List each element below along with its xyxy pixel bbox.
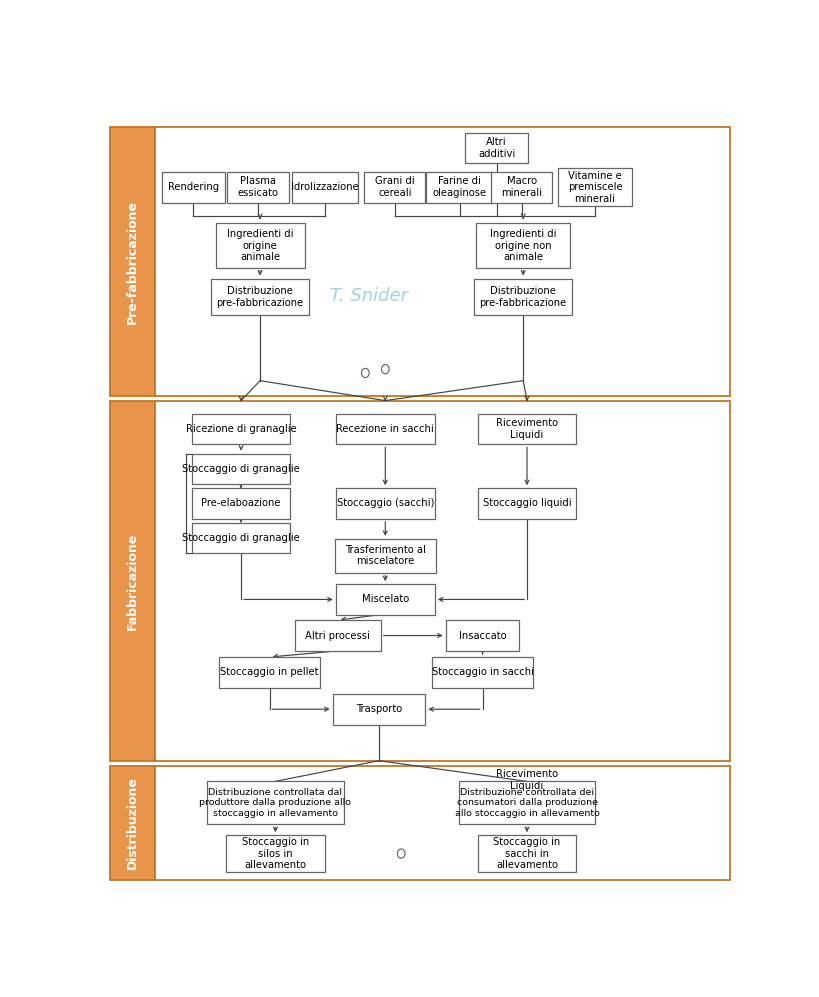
Text: Vitamine e
premiscele
minerali: Vitamine e premiscele minerali (567, 170, 622, 203)
Text: Ingredienti di
origine non
animale: Ingredienti di origine non animale (490, 229, 556, 262)
Text: Recezione in sacchi: Recezione in sacchi (336, 424, 433, 434)
Text: Grani di
cereali: Grani di cereali (374, 176, 414, 198)
FancyBboxPatch shape (477, 489, 576, 518)
Text: 3
3  3: 3 3 3 (594, 683, 652, 746)
FancyBboxPatch shape (335, 538, 435, 572)
Text: Pre-fabbricazione: Pre-fabbricazione (125, 199, 138, 324)
Text: Ricevimento
Liquidi: Ricevimento Liquidi (495, 769, 558, 791)
FancyBboxPatch shape (476, 223, 569, 268)
Text: Distribuzione: Distribuzione (125, 777, 138, 869)
Text: Rendering: Rendering (168, 182, 219, 192)
FancyBboxPatch shape (110, 402, 155, 761)
Text: Distribuzione
pre-fabbricazione: Distribuzione pre-fabbricazione (216, 286, 303, 308)
FancyBboxPatch shape (477, 835, 576, 872)
Text: Plasma
essicato: Plasma essicato (238, 176, 278, 198)
FancyBboxPatch shape (558, 168, 631, 206)
FancyBboxPatch shape (364, 171, 425, 202)
FancyBboxPatch shape (336, 489, 434, 518)
FancyBboxPatch shape (155, 766, 730, 879)
FancyBboxPatch shape (110, 128, 155, 396)
Text: Stoccaggio liquidi: Stoccaggio liquidi (482, 498, 571, 508)
FancyBboxPatch shape (155, 402, 730, 761)
FancyBboxPatch shape (162, 171, 224, 202)
FancyBboxPatch shape (192, 414, 290, 445)
FancyBboxPatch shape (446, 620, 518, 651)
FancyBboxPatch shape (473, 278, 572, 315)
FancyBboxPatch shape (192, 489, 290, 518)
Text: Miscelato: Miscelato (361, 594, 409, 604)
Text: Stoccaggio in
sacchi in
allevamento: Stoccaggio in sacchi in allevamento (493, 836, 560, 870)
Text: Stoccaggio (sacchi): Stoccaggio (sacchi) (337, 498, 433, 508)
FancyBboxPatch shape (426, 171, 492, 202)
Text: Trasferimento al
miscelatore: Trasferimento al miscelatore (345, 545, 425, 566)
Text: Idrolizzazione: Idrolizzazione (291, 182, 359, 192)
Text: Stoccaggio in
silos in
allevamento: Stoccaggio in silos in allevamento (242, 836, 309, 870)
Text: Distribuzione
pre-fabbricazione: Distribuzione pre-fabbricazione (479, 286, 566, 308)
Text: Ricevimento
Liquidi: Ricevimento Liquidi (495, 418, 558, 440)
FancyBboxPatch shape (491, 171, 552, 202)
Text: Trasporto: Trasporto (355, 704, 401, 714)
Circle shape (397, 849, 405, 858)
FancyBboxPatch shape (192, 454, 290, 485)
FancyBboxPatch shape (215, 223, 304, 268)
Text: Altri
additivi: Altri additivi (477, 138, 514, 159)
FancyBboxPatch shape (464, 134, 527, 163)
Text: Distribuzione controllata dei
consumatori dalla produzione
allo stoccaggio in al: Distribuzione controllata dei consumator… (454, 788, 599, 818)
Text: Stoccaggio di granaglie: Stoccaggio di granaglie (182, 533, 300, 543)
Text: T. Snider: T. Snider (330, 287, 408, 305)
FancyBboxPatch shape (192, 522, 290, 553)
FancyBboxPatch shape (477, 414, 576, 445)
FancyBboxPatch shape (333, 694, 424, 725)
FancyBboxPatch shape (219, 657, 319, 688)
FancyBboxPatch shape (155, 128, 730, 396)
Text: Macro
minerali: Macro minerali (501, 176, 542, 198)
FancyBboxPatch shape (336, 414, 434, 445)
Text: Pre-elaboazione: Pre-elaboazione (201, 498, 280, 508)
Text: Stoccaggio in sacchi: Stoccaggio in sacchi (431, 667, 533, 677)
Text: Farine di
oleaginose: Farine di oleaginose (432, 176, 486, 198)
Text: Ingredienti di
origine
animale: Ingredienti di origine animale (227, 229, 293, 262)
FancyBboxPatch shape (226, 835, 324, 872)
FancyBboxPatch shape (336, 584, 434, 615)
FancyBboxPatch shape (292, 171, 358, 202)
FancyBboxPatch shape (458, 782, 595, 825)
Text: Stoccaggio di granaglie: Stoccaggio di granaglie (182, 464, 300, 474)
Text: Insaccato: Insaccato (458, 630, 505, 640)
FancyBboxPatch shape (206, 782, 343, 825)
Text: Ricezione di granaglie: Ricezione di granaglie (185, 424, 296, 434)
FancyBboxPatch shape (227, 171, 289, 202)
Text: Distribuzione controllata dal
produttore dalla produzione allo
stoccaggio in all: Distribuzione controllata dal produttore… (199, 788, 351, 818)
Text: Stoccaggio in pellet: Stoccaggio in pellet (220, 667, 319, 677)
Text: Altri processi: Altri processi (305, 630, 369, 640)
Text: Fabbricazione: Fabbricazione (125, 532, 138, 630)
FancyBboxPatch shape (294, 620, 380, 651)
FancyBboxPatch shape (110, 766, 155, 879)
Circle shape (361, 368, 369, 378)
FancyBboxPatch shape (432, 657, 532, 688)
FancyBboxPatch shape (210, 278, 309, 315)
Circle shape (381, 365, 389, 374)
